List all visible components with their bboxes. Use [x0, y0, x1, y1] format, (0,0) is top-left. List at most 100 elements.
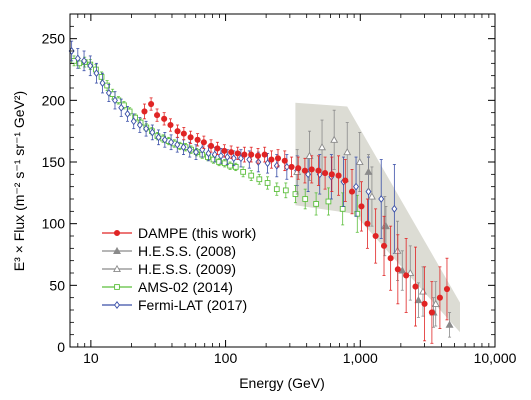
data-point: [234, 150, 241, 157]
data-point: [149, 128, 156, 137]
data-point: [394, 266, 401, 273]
data-point: [161, 115, 168, 122]
data-point: [227, 162, 233, 169]
data-point: [230, 154, 237, 163]
data-point: [130, 117, 137, 126]
data-point: [99, 79, 106, 88]
data-point: [353, 182, 360, 191]
y-axis-title: E³ × Flux (m⁻² s⁻¹ sr⁻¹ GeV²): [11, 91, 27, 271]
data-point: [315, 167, 322, 174]
data-point: [365, 187, 372, 196]
data-point: [214, 145, 221, 152]
data-point: [174, 128, 181, 135]
data-point: [217, 151, 224, 160]
data-point: [342, 177, 349, 184]
data-point: [76, 60, 83, 67]
data-point: [221, 147, 228, 154]
data-point: [264, 180, 271, 186]
data-point: [358, 203, 365, 210]
legend-label: Fermi-LAT (2017): [138, 297, 247, 313]
data-point: [330, 135, 339, 143]
data-point: [428, 309, 435, 316]
data-point: [348, 188, 356, 195]
legend-label: H.E.S.S. (2009): [138, 261, 236, 277]
data-point: [328, 171, 335, 178]
data-point: [380, 242, 388, 249]
data-point: [180, 130, 187, 137]
data-point: [288, 163, 295, 170]
data-point: [421, 300, 428, 307]
data-point: [148, 100, 155, 108]
data-point: [282, 187, 289, 194]
data-point: [436, 294, 443, 301]
data-point: [143, 124, 150, 133]
data-point: [261, 151, 268, 158]
data-point: [161, 135, 168, 144]
legend-marker: [113, 229, 121, 237]
data-point: [93, 69, 100, 78]
data-point: [154, 112, 161, 119]
legend-marker: [113, 246, 121, 255]
data-point: [221, 160, 228, 167]
data-point: [105, 88, 112, 97]
y-tick-label: 250: [42, 31, 66, 47]
data-point: [87, 61, 94, 70]
y-tick-label: 0: [57, 339, 65, 355]
data-point: [364, 167, 373, 175]
data-point: [112, 96, 118, 105]
x-tick-label: 100: [214, 350, 238, 366]
data-point: [207, 142, 215, 150]
data-point: [293, 167, 302, 175]
data-point: [216, 159, 222, 165]
data-point: [283, 162, 290, 171]
x-tick-label: 1,000: [343, 350, 378, 366]
data-point: [354, 210, 361, 217]
data-point: [186, 145, 193, 154]
legend-item: Fermi-LAT (2017): [102, 297, 247, 313]
data-point: [200, 139, 207, 146]
data-point: [232, 164, 239, 170]
data-point: [180, 143, 187, 152]
data-point: [211, 150, 218, 159]
y-tick-label: 200: [42, 92, 66, 108]
data-point: [187, 134, 194, 141]
data-point: [273, 161, 280, 170]
legend-label: H.E.S.S. (2008): [138, 243, 236, 259]
y-tick-label: 50: [49, 277, 65, 293]
data-point: [248, 172, 255, 179]
data-point: [445, 320, 454, 328]
series-fermilat-4: [68, 40, 398, 254]
data-series: [68, 40, 454, 344]
legend-label: AMS-02 (2014): [138, 279, 233, 295]
data-point: [372, 232, 379, 240]
data-point: [167, 121, 174, 129]
data-point: [155, 133, 162, 142]
y-tick-label: 150: [42, 154, 66, 170]
legend: DAMPE (this work) H.E.S.S. (2008) H.E.S.S.…: [102, 225, 256, 313]
data-point: [168, 138, 175, 147]
data-point: [141, 108, 148, 115]
plot-axes: 10 100 1,000 10,000 0 50 100 150 200 250: [42, 13, 517, 366]
x-tick-label: 10,000: [474, 350, 517, 366]
data-point: [254, 152, 262, 159]
data-point: [301, 167, 308, 174]
data-point: [391, 204, 398, 213]
legend-item: DAMPE (this work): [102, 225, 256, 241]
data-point: [240, 169, 246, 175]
y-tick-label: 100: [42, 216, 66, 232]
legend-item: AMS-02 (2014): [102, 279, 233, 295]
x-axis-title: Energy (GeV): [239, 375, 325, 391]
legend-item: H.E.S.S. (2008): [102, 243, 236, 259]
data-point: [295, 165, 302, 172]
data-point: [74, 54, 81, 63]
data-point: [274, 155, 282, 162]
data-point: [194, 136, 201, 143]
data-point: [224, 153, 231, 162]
data-point: [367, 192, 376, 200]
data-point: [313, 201, 319, 207]
plot-frame: [69, 13, 496, 348]
data-point: [136, 121, 143, 129]
data-point: [431, 299, 440, 307]
data-point: [174, 140, 181, 149]
